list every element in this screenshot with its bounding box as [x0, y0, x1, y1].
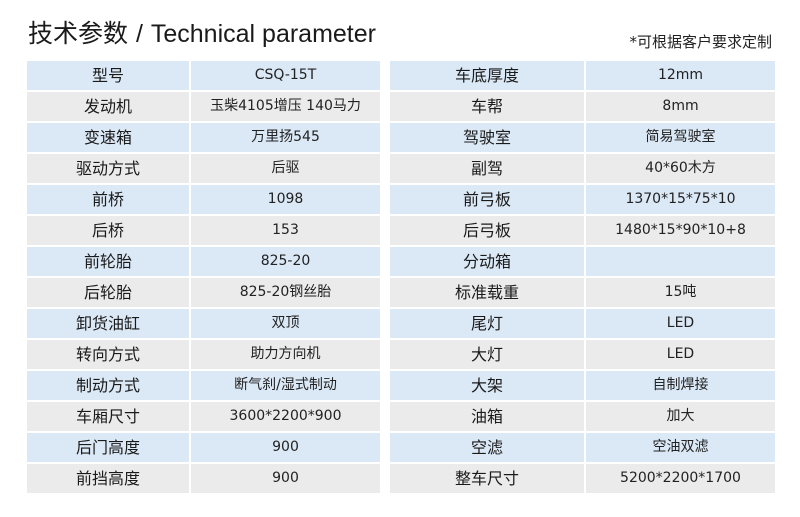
spec-value: 双顶: [191, 309, 380, 338]
spec-label: 驱动方式: [27, 154, 189, 183]
spec-value: 825-20钢丝胎: [191, 278, 380, 307]
spec-table-right: 车底厚度 12mm 车帮 8mm 驾驶室 简易驾驶室 副驾 40*60木方 前弓板 1370*15…: [390, 61, 775, 493]
spec-value: 1480*15*90*10+8: [586, 216, 775, 245]
spec-value: 万里扬545: [191, 123, 380, 152]
spec-label: 驾驶室: [390, 123, 584, 152]
title-english: Technical parameter: [150, 20, 376, 48]
spec-label: 尾灯: [390, 309, 584, 338]
spec-value: 15吨: [586, 278, 775, 307]
spec-value: 断气刹/湿式制动: [191, 371, 380, 400]
spec-value: 玉柴4105增压 140马力: [191, 92, 380, 121]
spec-value: 1098: [191, 185, 380, 214]
spec-value: 825-20: [191, 247, 380, 276]
spec-table-left: 型号 CSQ-15T 发动机 玉柴4105增压 140马力 变速箱 万里扬545 驱动方式后…: [27, 61, 380, 493]
spec-value: 40*60木方: [586, 154, 775, 183]
spec-value: 8mm: [586, 92, 775, 121]
spec-value: 3600*2200*900: [191, 402, 380, 431]
spec-label: 后门高度: [27, 433, 189, 462]
spec-label: 变速箱: [27, 123, 189, 152]
spec-value: 后驱: [191, 154, 380, 183]
spec-label: 前桥: [27, 185, 189, 214]
spec-value: 自制焊接: [586, 371, 775, 400]
spec-label: 大灯: [390, 340, 584, 369]
spec-value: 加大: [586, 402, 775, 431]
spec-label: 后轮胎: [27, 278, 189, 307]
spec-value: 153: [191, 216, 380, 245]
customization-note: *可根据客户要求定制: [629, 33, 772, 51]
spec-label: 车厢尺寸: [27, 402, 189, 431]
spec-label: 车帮: [390, 92, 584, 121]
spec-value: 5200*2200*1700: [586, 464, 775, 493]
spec-label: 转向方式: [27, 340, 189, 369]
spec-label: 发动机: [27, 92, 189, 121]
spec-value: 12mm: [586, 61, 775, 90]
spec-label: 卸货油缸: [27, 309, 189, 338]
spec-label: 整车尺寸: [390, 464, 584, 493]
spec-value: LED: [586, 340, 775, 369]
spec-label: 标准载重: [390, 278, 584, 307]
spec-label: 前弓板: [390, 185, 584, 214]
spec-value: 900: [191, 433, 380, 462]
spec-label: 空滤: [390, 433, 584, 462]
spec-label: 大架: [390, 371, 584, 400]
spec-label: 分动箱: [390, 247, 584, 276]
spec-value: 简易驾驶室: [586, 123, 775, 152]
spec-value: 助力方向机: [191, 340, 380, 369]
spec-label: 油箱: [390, 402, 584, 431]
spec-value: 空油双滤: [586, 433, 775, 462]
spec-label: 型号: [27, 61, 189, 90]
spec-value: LED: [586, 309, 775, 338]
spec-label: 前轮胎: [27, 247, 189, 276]
title-separator: /: [135, 20, 143, 48]
spec-value: [586, 247, 775, 276]
spec-label: 制动方式: [27, 371, 189, 400]
spec-label: 后桥: [27, 216, 189, 245]
title-chinese: 技术参数: [28, 19, 129, 48]
spec-label: 副驾: [390, 154, 584, 183]
spec-label: 车底厚度: [390, 61, 584, 90]
page-title: 技术参数 / Technical parameter: [28, 14, 376, 50]
spec-value: 900: [191, 464, 380, 493]
spec-value: CSQ-15T: [191, 61, 380, 90]
spec-label: 前挡高度: [27, 464, 189, 493]
spec-label: 后弓板: [390, 216, 584, 245]
spec-value: 1370*15*75*10: [586, 185, 775, 214]
